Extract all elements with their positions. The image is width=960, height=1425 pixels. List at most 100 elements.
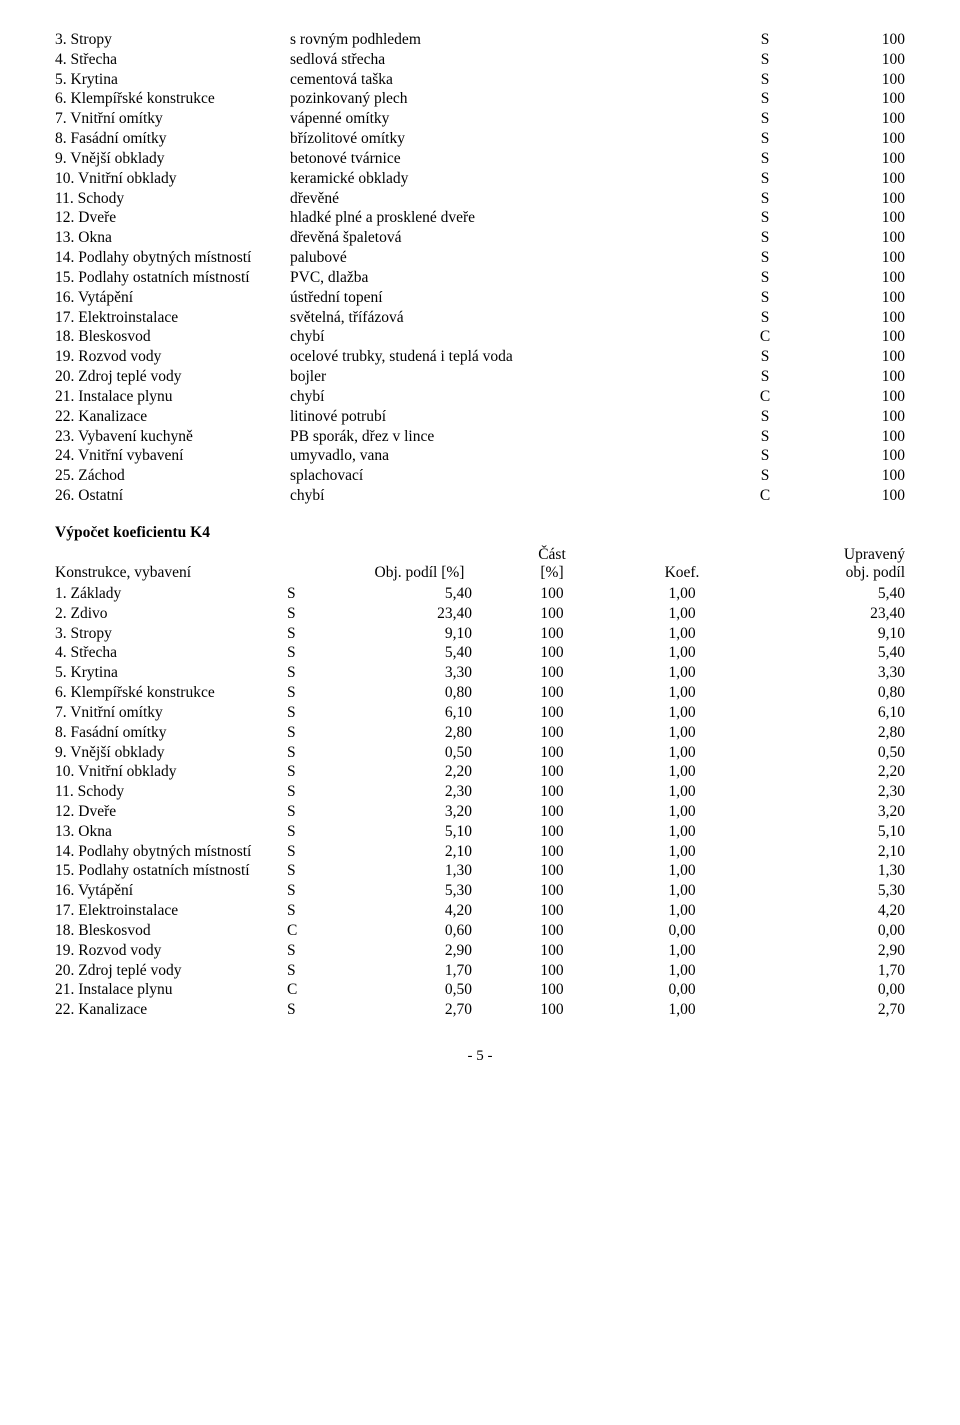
cell-name: 8. Fasádní omítky	[55, 723, 287, 743]
table-row: 14. Podlahy obytných místnostíS2,101001,…	[55, 842, 905, 862]
cell-v4: 9,10	[752, 624, 905, 644]
cell-class: S	[695, 367, 835, 387]
cell-name: 13. Okna	[55, 822, 287, 842]
cell-v2: 100	[492, 743, 612, 763]
cell-name: 22. Kanalizace	[55, 407, 290, 427]
table-row: 23. Vybavení kuchyněPB sporák, dřez v li…	[55, 427, 905, 447]
cell-val: 100	[835, 327, 905, 347]
cell-name: 17. Elektroinstalace	[55, 308, 290, 328]
cell-v3: 1,00	[612, 842, 752, 862]
cell-class: S	[287, 703, 347, 723]
k4-coefficient-table: Výpočet koeficientu K4 Konstrukce, vybav…	[55, 524, 905, 1020]
cell-val: 100	[835, 70, 905, 90]
table-row: 9. Vnější obkladybetonové tvárniceS100	[55, 149, 905, 169]
cell-name: 9. Vnější obklady	[55, 149, 290, 169]
cell-class: S	[287, 762, 347, 782]
cell-name: 1. Základy	[55, 584, 287, 604]
hdr-koef: Koef.	[612, 564, 752, 582]
cell-v1: 2,70	[347, 1000, 492, 1020]
cell-v2: 100	[492, 881, 612, 901]
cell-v4: 0,80	[752, 683, 905, 703]
table-row: 21. Instalace plynuC0,501000,000,00	[55, 980, 905, 1000]
cell-v1: 23,40	[347, 604, 492, 624]
cell-val: 100	[835, 288, 905, 308]
table-row: 26. OstatníchybíC100	[55, 486, 905, 506]
cell-v4: 0,00	[752, 980, 905, 1000]
cell-v3: 1,00	[612, 881, 752, 901]
cell-class: S	[695, 288, 835, 308]
cell-class: S	[695, 466, 835, 486]
cell-v1: 0,50	[347, 980, 492, 1000]
cell-v3: 1,00	[612, 683, 752, 703]
cell-v2: 100	[492, 941, 612, 961]
cell-name: 19. Rozvod vody	[55, 347, 290, 367]
cell-v3: 1,00	[612, 723, 752, 743]
cell-val: 100	[835, 109, 905, 129]
cell-name: 4. Střecha	[55, 50, 290, 70]
cell-desc: PVC, dlažba	[290, 268, 695, 288]
cell-name: 10. Vnitřní obklady	[55, 169, 290, 189]
table-row: 13. Oknadřevěná špaletováS100	[55, 228, 905, 248]
cell-desc: splachovací	[290, 466, 695, 486]
cell-v4: 1,70	[752, 961, 905, 981]
table-row: 12. Dveřehladké plné a prosklené dveřeS1…	[55, 208, 905, 228]
cell-class: S	[695, 169, 835, 189]
cell-desc: ústřední topení	[290, 288, 695, 308]
cell-v2: 100	[492, 980, 612, 1000]
cell-class: C	[287, 921, 347, 941]
cell-name: 7. Vnitřní omítky	[55, 703, 287, 723]
table-row: 21. Instalace plynuchybíC100	[55, 387, 905, 407]
table-row: 8. Fasádní omítkybřízolitové omítkyS100	[55, 129, 905, 149]
cell-name: 3. Stropy	[55, 30, 290, 50]
construction-table: 3. Stropys rovným podhledemS1004. Střech…	[55, 30, 905, 506]
cell-v1: 5,40	[347, 584, 492, 604]
cell-class: S	[695, 248, 835, 268]
table-row: 11. SchodydřevěnéS100	[55, 189, 905, 209]
cell-name: 12. Dveře	[55, 802, 287, 822]
cell-class: S	[287, 861, 347, 881]
cell-desc: cementová taška	[290, 70, 695, 90]
cell-name: 5. Krytina	[55, 663, 287, 683]
cell-name: 15. Podlahy ostatních místností	[55, 268, 290, 288]
table-row: 6. Klempířské konstrukcepozinkovaný plec…	[55, 89, 905, 109]
cell-val: 100	[835, 208, 905, 228]
table-row: 4. Střechasedlová střechaS100	[55, 50, 905, 70]
cell-val: 100	[835, 30, 905, 50]
table-row: 22. KanalizaceS2,701001,002,70	[55, 1000, 905, 1020]
table-row: 3. StropyS9,101001,009,10	[55, 624, 905, 644]
table-row: 18. BleskosvodchybíC100	[55, 327, 905, 347]
hdr-upraveny: Upravený obj. podíl	[752, 546, 905, 582]
cell-v1: 1,30	[347, 861, 492, 881]
cell-class: S	[695, 268, 835, 288]
cell-class: S	[287, 584, 347, 604]
cell-class: S	[287, 782, 347, 802]
cell-v4: 3,30	[752, 663, 905, 683]
cell-v3: 1,00	[612, 901, 752, 921]
cell-v3: 1,00	[612, 604, 752, 624]
cell-name: 6. Klempířské konstrukce	[55, 683, 287, 703]
cell-v3: 1,00	[612, 762, 752, 782]
cell-v3: 0,00	[612, 921, 752, 941]
cell-v1: 1,70	[347, 961, 492, 981]
page-number: - 5 -	[55, 1048, 905, 1065]
cell-name: 26. Ostatní	[55, 486, 290, 506]
cell-val: 100	[835, 427, 905, 447]
cell-name: 21. Instalace plynu	[55, 980, 287, 1000]
cell-v3: 1,00	[612, 643, 752, 663]
cell-v2: 100	[492, 921, 612, 941]
cell-val: 100	[835, 466, 905, 486]
cell-class: C	[695, 387, 835, 407]
cell-name: 13. Okna	[55, 228, 290, 248]
cell-desc: chybí	[290, 327, 695, 347]
cell-v2: 100	[492, 842, 612, 862]
table-row: 17. ElektroinstalaceS4,201001,004,20	[55, 901, 905, 921]
cell-v1: 0,60	[347, 921, 492, 941]
cell-desc: dřevěné	[290, 189, 695, 209]
cell-v2: 100	[492, 723, 612, 743]
cell-v1: 5,30	[347, 881, 492, 901]
hdr-cast: Část [%]	[492, 546, 612, 582]
table-row: 24. Vnitřní vybaveníumyvadlo, vanaS100	[55, 446, 905, 466]
cell-name: 23. Vybavení kuchyně	[55, 427, 290, 447]
cell-val: 100	[835, 367, 905, 387]
cell-v4: 5,10	[752, 822, 905, 842]
